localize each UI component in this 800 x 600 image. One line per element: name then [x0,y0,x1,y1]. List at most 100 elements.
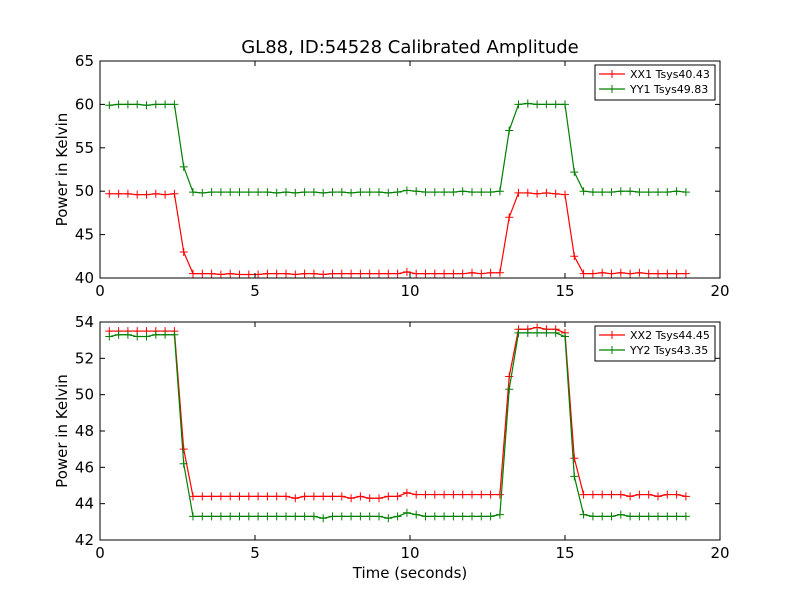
legend-entry: YY1 Tsys49.83 [629,83,708,96]
data-point [402,508,411,517]
data-point [189,512,197,521]
data-point [105,101,114,110]
y-tick-label: 50 [75,182,94,200]
data-point [142,190,151,199]
data-point [365,494,374,503]
data-point [347,512,356,521]
data-point [347,494,356,503]
data-point [644,188,653,197]
data-point [151,330,160,339]
data-point [356,512,365,521]
data-point [570,454,579,463]
data-point [198,512,207,521]
data-point [272,512,281,521]
data-point [579,490,588,499]
subplot-1: 0 5 10 15 20 40 45 50 55 60 65 GL88, ID:54528 Calib… [53,37,730,300]
data-point [263,512,272,521]
data-point [328,492,337,501]
data-point [272,269,281,278]
data-point [393,188,402,197]
data-point [579,510,588,519]
data-point [207,269,216,278]
data-point [561,100,569,109]
data-point [468,188,476,197]
data-point [681,269,690,278]
data-point [235,188,244,197]
data-point [123,100,132,109]
data-point [635,268,644,277]
data-point [328,512,337,521]
data-point [300,188,309,197]
data-point [626,187,635,196]
data-point [598,188,607,197]
data-point [570,252,579,261]
data-point [337,269,346,278]
legend: XX2 Tsys44.45 YY2 Tsys43.35 [594,325,716,362]
data-point [356,188,365,197]
data-point [337,188,346,197]
data-point [458,187,467,196]
data-point [561,332,569,341]
data-point [402,186,411,195]
data-point [616,510,625,519]
data-point [235,492,244,501]
data-point [189,492,197,501]
data-point [170,100,179,109]
y-tick-label: 46 [75,458,94,476]
x-tick-label: 10 [400,282,419,300]
data-point [216,188,225,197]
data-point [179,459,188,468]
data-point [607,490,616,499]
y-tick-label: 40 [75,269,94,287]
data-point [635,490,644,499]
data-point [244,512,253,521]
data-point [337,512,346,521]
data-point [607,512,616,521]
data-point [635,512,644,521]
data-point [170,330,179,339]
data-point [681,188,690,197]
chart-title: GL88, ID:54528 Calibrated Amplitude [241,37,579,58]
x-tick-label: 5 [250,544,260,562]
data-point [263,188,272,197]
data-point [179,445,188,454]
data-point [523,99,532,108]
data-point [309,269,318,278]
data-point [533,189,542,198]
data-point [123,189,132,198]
data-point [375,494,383,503]
series-xx1-tsys40-43 [105,188,690,279]
y-tick-label: 44 [75,495,94,513]
data-point [319,514,328,523]
legend: XX1 Tsys40.43 YY1 Tsys49.83 [594,64,716,101]
data-point [226,188,235,197]
data-point [309,512,318,521]
data-point [319,492,328,501]
x-tick-label: 0 [95,544,105,562]
data-point [151,100,160,109]
data-point [263,492,272,501]
data-point [570,168,579,177]
data-point [356,492,365,501]
data-point [644,269,653,278]
data-point [477,269,486,278]
data-point [365,269,374,278]
data-point [282,269,290,278]
data-point [477,188,486,197]
y-tick-label: 50 [75,386,94,404]
y-tick-label: 48 [75,422,94,440]
data-point [551,189,560,198]
data-point [505,213,514,222]
y-axis-label: Power in Kelvin [53,113,71,227]
y-tick-label: 65 [75,52,94,70]
data-point [161,330,170,339]
data-point [654,188,662,197]
data-point [384,492,393,501]
data-point [440,512,449,521]
data-point [114,100,123,109]
data-point [570,472,579,481]
data-point [179,247,188,256]
data-point [598,268,607,277]
legend-marker [608,70,616,78]
data-point [644,490,653,499]
